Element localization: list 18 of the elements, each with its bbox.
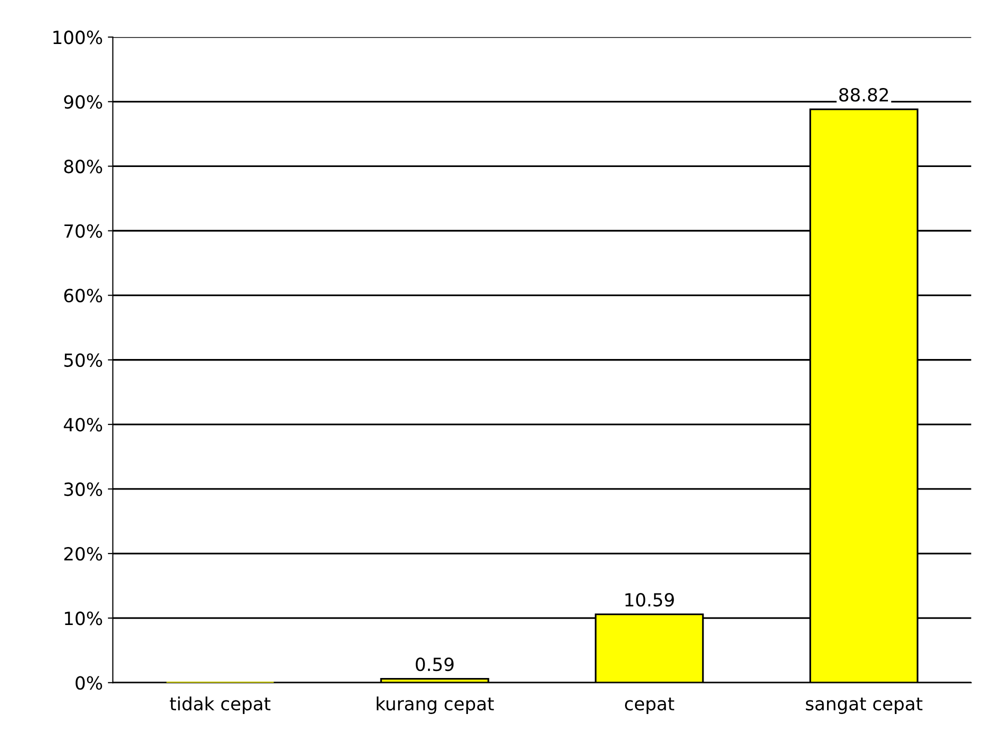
- y-tick-label: 20%: [64, 546, 102, 561]
- data-label: 10.59: [625, 592, 674, 607]
- y-tick-label: 80%: [64, 160, 102, 174]
- y-tick-label: 30%: [64, 482, 102, 496]
- y-tick-label: 60%: [64, 288, 102, 302]
- y-tick-label: 100%: [53, 30, 102, 44]
- x-tick-label: cepat: [624, 698, 674, 714]
- x-tick-label: kurang cepat: [376, 696, 494, 714]
- x-tick-label: sangat cepat: [806, 698, 922, 714]
- y-tick-label: 70%: [64, 224, 102, 238]
- y-tick-label: 10%: [64, 612, 102, 626]
- y-tick-label: 0%: [76, 676, 102, 690]
- data-label: 0.59: [416, 658, 454, 672]
- x-tick-label: tidak cepat: [170, 696, 270, 714]
- data-label: 88.82: [839, 88, 888, 102]
- y-tick-label: 40%: [64, 418, 102, 432]
- y-tick-label: 90%: [64, 95, 102, 109]
- y-tick-label: 50%: [64, 353, 102, 367]
